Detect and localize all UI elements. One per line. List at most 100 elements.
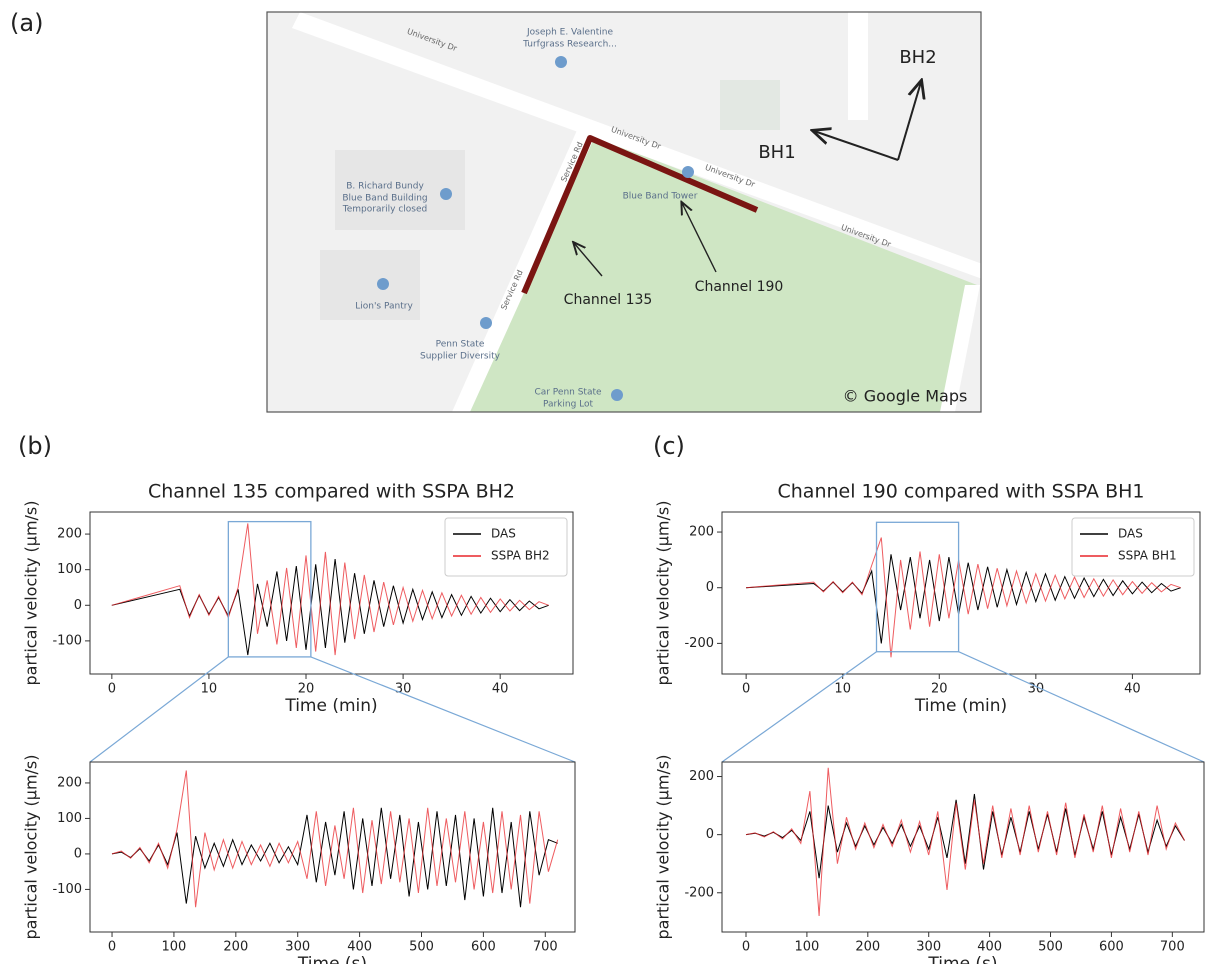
y-tick-label: -100 — [52, 633, 82, 648]
x-tick-label: 700 — [533, 940, 558, 955]
x-tick-label: 400 — [347, 940, 372, 955]
x-tick-label: 600 — [1099, 940, 1124, 955]
legend-box — [1071, 517, 1195, 577]
zoom-connector — [958, 651, 1205, 763]
x-tick-label: 40 — [1124, 682, 1141, 697]
zoom-connector — [89, 656, 229, 763]
map-label: BH1 — [758, 142, 795, 163]
legend-label: SSPA BH2 — [491, 549, 550, 563]
y-tick-label: 0 — [74, 598, 82, 613]
x-tick-label: 0 — [108, 940, 116, 955]
zoom-connector — [310, 656, 576, 763]
chart-title: Channel 135 compared with SSPA BH2 — [148, 481, 515, 503]
y-axis-label: partical velocity (μm/s) — [654, 501, 673, 686]
y-tick-label: 100 — [57, 562, 82, 577]
y-tick-label: -200 — [684, 636, 714, 651]
building — [320, 250, 420, 320]
map-label: Penn State — [436, 340, 485, 350]
x-tick-label: 300 — [285, 940, 310, 955]
x-tick-label: 200 — [223, 940, 248, 955]
map-frame — [266, 11, 982, 413]
map-label: Lion's Pantry — [355, 302, 413, 312]
map-label: Blue Band Tower — [623, 192, 698, 202]
chart-title: Channel 190 compared with SSPA BH1 — [778, 481, 1145, 503]
fiber-cable — [521, 135, 759, 295]
waveform — [746, 537, 1181, 658]
x-tick-label: 100 — [794, 940, 819, 955]
legend-label: DAS — [1118, 527, 1143, 541]
waveform — [745, 767, 1185, 917]
y-tick-label: -200 — [684, 885, 714, 900]
plot-frame — [89, 511, 574, 675]
panel-label: (b) — [18, 432, 52, 460]
waveform — [111, 523, 549, 656]
map-label: Blue Band Building — [342, 194, 427, 204]
axis-arrow — [814, 131, 899, 161]
map-label: Joseph E. Valentine — [526, 28, 614, 38]
y-tick-label: 100 — [57, 811, 82, 826]
y-tick-label: 200 — [57, 775, 82, 790]
x-tick-label: 40 — [492, 682, 509, 697]
map-label: Channel 135 — [564, 292, 653, 308]
waveform — [111, 807, 558, 908]
axis-arrow — [897, 82, 921, 161]
map-label: Channel 190 — [695, 279, 784, 295]
y-tick-label: 0 — [74, 846, 82, 861]
legend-box — [444, 517, 568, 577]
panel-label: (c) — [653, 432, 685, 460]
x-tick-label: 500 — [409, 940, 434, 955]
y-axis-label: partical velocity (μm/s) — [22, 501, 41, 686]
legend-label: SSPA BH1 — [1118, 549, 1177, 563]
road — [452, 128, 596, 412]
y-tick-label: 200 — [57, 527, 82, 542]
arrow — [682, 203, 717, 273]
panel-label: (a) — [10, 9, 43, 37]
x-tick-label: 0 — [108, 682, 116, 697]
y-axis-label: partical velocity (μm/s) — [22, 755, 41, 940]
x-tick-label: 700 — [1160, 940, 1185, 955]
zoom-box — [227, 520, 312, 658]
map-label: Supplier Diversity — [420, 352, 501, 362]
map-credit: © Google Maps — [843, 387, 968, 406]
x-tick-label: 30 — [1028, 682, 1045, 697]
x-tick-label: 500 — [1038, 940, 1063, 955]
x-axis-label: Time (s) — [297, 954, 367, 964]
map-label: B. Richard Bundy — [346, 182, 424, 192]
road — [292, 12, 981, 279]
x-tick-label: 10 — [834, 682, 851, 697]
x-tick-label: 20 — [298, 682, 315, 697]
x-tick-label: 300 — [916, 940, 941, 955]
y-tick-label: -100 — [52, 882, 82, 897]
x-tick-label: 20 — [931, 682, 948, 697]
x-tick-label: 10 — [201, 682, 218, 697]
x-tick-label: 0 — [742, 682, 750, 697]
map-label: Car Penn State — [534, 388, 602, 398]
x-tick-label: 100 — [162, 940, 187, 955]
waveform — [111, 770, 559, 908]
pins — [377, 56, 694, 401]
zoom-connector — [721, 651, 877, 763]
y-tick-label: 200 — [689, 525, 714, 540]
x-tick-label: 30 — [395, 682, 412, 697]
plot-frame — [89, 761, 576, 933]
building — [720, 80, 780, 130]
x-tick-label: 600 — [471, 940, 496, 955]
road — [848, 12, 868, 120]
x-axis-label: Time (min) — [284, 696, 377, 716]
map-label: Turfgrass Research... — [522, 40, 617, 50]
map: Joseph E. Valentine Turfgrass Research..… — [267, 12, 981, 412]
x-axis-label: Time (s) — [927, 954, 997, 964]
arrow — [574, 243, 603, 277]
y-tick-label: 200 — [689, 769, 714, 784]
map-label: Parking Lot — [543, 400, 594, 410]
legend-label: DAS — [491, 527, 516, 541]
x-axis-label: Time (min) — [914, 696, 1007, 716]
x-tick-label: 400 — [977, 940, 1002, 955]
y-tick-label: 0 — [706, 580, 714, 595]
plot-frame — [721, 761, 1205, 933]
x-tick-label: 0 — [742, 940, 750, 955]
park — [462, 133, 977, 412]
y-tick-label: 0 — [706, 827, 714, 842]
x-tick-label: 200 — [855, 940, 880, 955]
